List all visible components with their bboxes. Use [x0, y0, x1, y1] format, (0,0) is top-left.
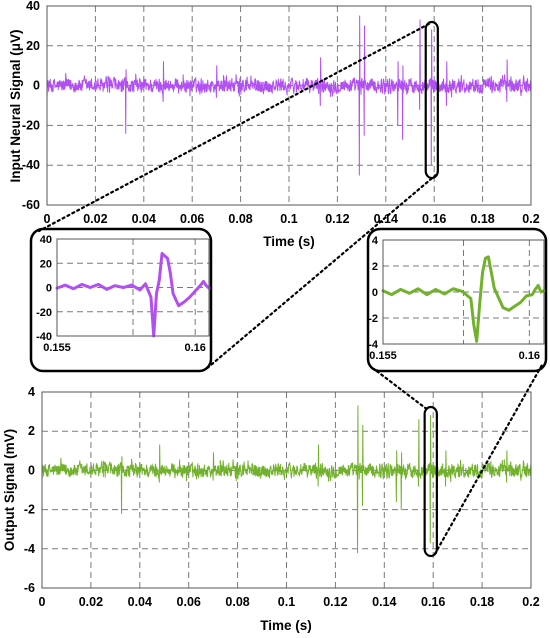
output-x-tick-label: 0 [39, 595, 46, 609]
input-grid [46, 5, 532, 206]
output-x-tick-label: 0.08 [225, 595, 249, 609]
input-x-tick-label: 0.14 [374, 212, 398, 226]
output-y-tick-label: -2 [24, 503, 35, 517]
input-x-tick-label: 0.18 [470, 212, 494, 226]
output-y-tick-label: 2 [28, 424, 35, 438]
output-signal-trace [41, 405, 532, 554]
output-zoom-y-tick-label: -4 [368, 339, 379, 351]
output-zoom-plot-frame [382, 239, 545, 345]
input-x-tick-label: 0.02 [83, 212, 107, 226]
input-zoom-y-tick-label: 40 [40, 234, 52, 246]
input-x-tick-label: 0.08 [228, 212, 252, 226]
output-zoom-y-tick-label: 0 [372, 287, 378, 299]
input-x-tick-label: 0.1 [280, 212, 297, 226]
output-plot-frame [41, 391, 532, 589]
input-x-tick-label: 0.16 [422, 212, 446, 226]
input-zoom-signal-trace [55, 252, 211, 338]
output-y-axis-label: Output Signal (mV) [2, 429, 17, 551]
output-x-tick-label: 0.16 [421, 595, 445, 609]
input-x-tick-label: 0.06 [180, 212, 204, 226]
output-x-tick-label: 0.12 [323, 595, 347, 609]
input-y-tick-label: -20 [22, 118, 40, 132]
input-x-tick-label: 0.04 [132, 212, 156, 226]
input-zoom-y-tick-label: 0 [46, 283, 52, 295]
input-signal-trace [46, 15, 532, 176]
output-x-axis-label: Time (s) [260, 618, 312, 633]
output-x-tick-label: 0.1 [278, 595, 295, 609]
output-zoom-y-tick-label: 4 [372, 235, 379, 247]
output-zoom-region [423, 405, 438, 558]
input-x-axis-label: Time (s) [263, 234, 315, 249]
input-zoom-y-tick-label: -40 [36, 331, 52, 343]
input-zoom-x-tick-label: 0.155 [43, 342, 71, 354]
input-y-tick-label: 40 [26, 0, 40, 13]
output-zoom-callout-frame [366, 227, 548, 373]
zoom-connector-line [372, 367, 428, 411]
output-y-tick-label: -4 [24, 542, 35, 556]
zoom-connector-line [433, 363, 544, 556]
output-y-tick-label: 0 [28, 463, 35, 477]
output-zoom-y-tick-label: 2 [372, 261, 378, 273]
output-zoom-signal-trace [381, 255, 546, 343]
zoom-connector-line [37, 22, 430, 233]
output-x-tick-label: 0.2 [522, 595, 539, 609]
zoom-connector-line [203, 173, 437, 372]
input-x-tick-label: 0.12 [325, 212, 349, 226]
input-y-tick-label: 20 [26, 39, 40, 53]
output-zoom-x-tick-label: 0.16 [519, 350, 540, 362]
output-zoom-y-tick-label: -2 [368, 313, 378, 325]
input-y-tick-label: -60 [22, 198, 40, 212]
output-x-tick-label: 0.06 [177, 595, 201, 609]
output-y-tick-label: -6 [24, 581, 35, 595]
input-x-tick-label: 0.2 [522, 212, 539, 226]
input-zoom-plot-frame [56, 238, 210, 337]
output-y-tick-label: 4 [28, 385, 35, 399]
input-zoom-x-tick-label: 0.16 [184, 342, 205, 354]
input-zoom-y-tick-label: -20 [36, 307, 52, 319]
output-x-tick-label: 0.14 [372, 595, 396, 609]
output-x-tick-label: 0.02 [79, 595, 103, 609]
output-x-tick-label: 0.04 [128, 595, 152, 609]
input-plot-frame [46, 5, 532, 206]
input-y-tick-label: -40 [22, 158, 40, 172]
input-x-tick-label: 0 [44, 212, 51, 226]
output-x-tick-label: 0.18 [470, 595, 494, 609]
input-y-axis-label: Input Neural Signal (μV) [8, 29, 23, 182]
input-y-tick-label: 0 [33, 79, 40, 93]
output-grid [41, 391, 532, 589]
input-zoom-y-tick-label: 20 [40, 258, 52, 270]
output-zoom-x-tick-label: 0.155 [369, 350, 397, 362]
